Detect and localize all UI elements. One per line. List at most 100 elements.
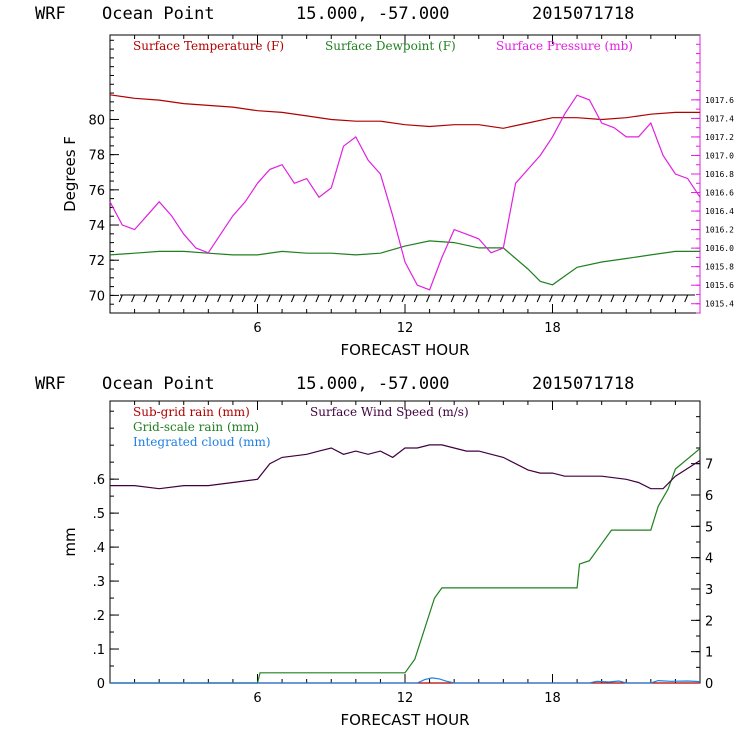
bot-y2-tick-label: 4 [705,552,713,567]
wind-barb [254,294,258,303]
series-line-surface-wind-speed [110,444,701,490]
bottom-series-group [110,444,701,684]
top-y2-tick-label: 1017.0 [705,151,734,160]
top-y2-tick-label: 1016.4 [705,207,734,216]
wind-barb [622,294,627,303]
bottom-header-coords: 15.000, -57.000 [296,374,450,394]
top-y-tick-label: 80 [88,113,105,128]
bottom-chart: WRF Ocean Point 15.000, -57.000 20150717… [35,374,713,729]
wind-barb [413,294,418,303]
top-x-tick-label: 6 [253,321,261,336]
bottom-x-axis: 6 12 18 [134,401,676,706]
wind-barb [462,294,467,303]
legend-surface-dewpoint: Surface Dewpoint (F) [325,39,456,53]
top-y-tick-label: 78 [88,149,105,164]
wind-barb [167,294,172,303]
top-y-tick-label: 74 [88,219,105,234]
bot-x-tick-label: 18 [544,691,561,706]
wind-barb [241,294,246,303]
bot-x-tick-label: 12 [397,691,414,706]
wind-barb [512,294,517,303]
bot-y-tick-label: .1 [93,643,105,658]
legend-gridscale-rain: Grid-scale rain (mm) [133,420,259,434]
wind-barbs [118,294,695,303]
top-header-init: 2015071718 [532,4,634,24]
legend-surface-wind-speed: Surface Wind Speed (m/s) [310,405,469,419]
top-x-axis: 6 12 18 [134,35,676,336]
series-line-grid-scale-rain [110,448,701,684]
wind-barb [303,294,308,303]
wind-barb [635,294,640,303]
top-x-tick-label: 12 [397,321,414,336]
wind-barb [610,294,615,303]
top-x-axis-label: FORECAST HOUR [340,341,469,359]
wind-barb [401,294,406,303]
top-y2-tick-label: 1017.4 [705,114,734,123]
top-header-coords: 15.000, -57.000 [296,4,450,24]
wind-barb [340,294,345,303]
wind-barb [278,294,283,303]
wind-barb [180,294,185,303]
wind-barb [389,294,394,303]
top-y-tick-label: 76 [88,184,105,199]
wind-barb [487,294,492,303]
bot-y-tick-label: .6 [93,473,105,488]
bot-y2-tick-label: 0 [705,677,713,692]
wind-barb [659,294,664,303]
top-y2-tick-label: 1016.6 [705,189,734,198]
wind-barb [598,294,603,303]
wind-barb [131,294,136,303]
legend-surface-pressure: Surface Pressure (mb) [496,39,633,53]
bot-y-tick-label: .5 [93,507,105,522]
bottom-y-axis: 0 .1 .2 .3 .4 .5 .6 [93,410,119,692]
wind-barb [204,294,209,303]
wind-barb [155,294,160,303]
top-y-tick-label: 70 [88,289,105,304]
bottom-x-axis-label: FORECAST HOUR [340,711,469,729]
bottom-y2-axis: 0 1 2 3 4 5 6 7 [691,400,713,692]
top-header-location: Ocean Point [102,4,215,24]
wind-barb [229,294,234,303]
wind-barb [561,294,566,303]
wind-barb [671,294,676,303]
top-y2-tick-label: 1017.2 [705,133,734,142]
wind-barb [475,294,480,303]
bottom-header-model: WRF [35,374,66,394]
series-line-surface-pressure [109,94,701,291]
bottom-header-location: Ocean Point [102,374,215,394]
wind-barb [536,294,541,303]
top-chart: WRF Ocean Point 15.000, -57.000 20150717… [35,4,734,359]
top-series-group [109,94,701,291]
top-x-tick-label: 18 [544,321,561,336]
bot-y2-tick-label: 5 [705,520,713,535]
wind-barb [192,294,197,303]
bot-x-tick-label: 6 [253,691,261,706]
wind-barb [647,294,652,303]
series-line-integrated-cloud [110,677,701,684]
wind-barb [143,294,148,303]
wind-barb [573,294,578,303]
wind-barb [327,294,332,303]
top-y-tick-label: 72 [88,254,105,269]
wind-barb [684,294,689,303]
top-header-model: WRF [35,4,66,24]
wind-barb [315,294,320,303]
wind-barb [364,294,369,303]
legend-integrated-cloud: Integrated cloud (mm) [133,435,271,449]
wind-barb [290,294,295,303]
bot-y-tick-label: .4 [93,541,105,556]
top-y2-tick-label: 1017.6 [705,96,734,105]
top-plot-frame [109,34,701,314]
series-line-surface-temperature [109,94,700,129]
wind-barb [266,294,271,303]
top-y2-tick-label: 1016.0 [705,244,734,253]
bot-y2-tick-label: 1 [705,646,713,661]
bot-y-tick-label: 0 [97,677,105,692]
bot-y-tick-label: .3 [93,575,105,590]
series-line-surface-dewpoint [109,240,700,286]
wind-barb [499,294,504,303]
bot-y2-tick-label: 6 [705,489,713,504]
wind-barb [549,294,553,303]
legend-surface-temperature: Surface Temperature (F) [133,39,284,53]
